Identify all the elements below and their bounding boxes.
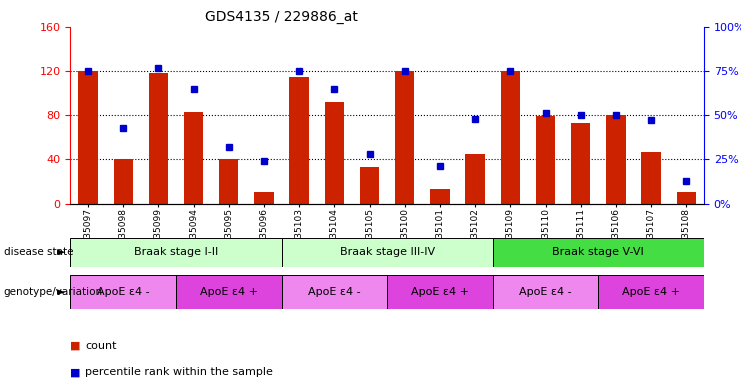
Bar bbox=[290, 76, 309, 204]
Text: ■: ■ bbox=[70, 367, 81, 377]
Bar bbox=[501, 71, 520, 204]
Bar bbox=[184, 112, 203, 204]
Bar bbox=[149, 73, 168, 204]
Bar bbox=[677, 192, 696, 204]
Text: Braak stage V-VI: Braak stage V-VI bbox=[553, 247, 644, 258]
Text: genotype/variation: genotype/variation bbox=[4, 287, 103, 297]
Bar bbox=[325, 102, 344, 204]
Text: percentile rank within the sample: percentile rank within the sample bbox=[85, 367, 273, 377]
Text: disease state: disease state bbox=[4, 247, 73, 258]
Bar bbox=[360, 167, 379, 204]
Text: ApoE ε4 -: ApoE ε4 - bbox=[97, 287, 150, 297]
Text: ApoE ε4 -: ApoE ε4 - bbox=[519, 287, 572, 297]
Bar bbox=[254, 192, 273, 204]
Bar bbox=[395, 71, 414, 204]
Bar bbox=[493, 238, 704, 267]
Text: ApoE ε4 +: ApoE ε4 + bbox=[200, 287, 258, 297]
Bar bbox=[606, 115, 625, 204]
Bar bbox=[176, 275, 282, 309]
Bar bbox=[219, 159, 239, 204]
Bar bbox=[70, 238, 282, 267]
Bar bbox=[79, 71, 98, 204]
Bar bbox=[282, 275, 387, 309]
Bar bbox=[642, 152, 661, 204]
Text: ApoE ε4 +: ApoE ε4 + bbox=[411, 287, 469, 297]
Text: Braak stage III-IV: Braak stage III-IV bbox=[339, 247, 435, 258]
Bar bbox=[387, 275, 493, 309]
Text: count: count bbox=[85, 341, 117, 351]
Text: ►: ► bbox=[57, 247, 65, 258]
Text: ApoE ε4 -: ApoE ε4 - bbox=[308, 287, 361, 297]
Text: Braak stage I-II: Braak stage I-II bbox=[134, 247, 218, 258]
Bar bbox=[431, 189, 450, 204]
Bar bbox=[465, 154, 485, 204]
Bar bbox=[598, 275, 704, 309]
Bar bbox=[571, 123, 591, 204]
Text: ApoE ε4 +: ApoE ε4 + bbox=[622, 287, 680, 297]
Text: GDS4135 / 229886_at: GDS4135 / 229886_at bbox=[205, 10, 358, 23]
Bar bbox=[113, 159, 133, 204]
Bar bbox=[536, 116, 555, 204]
Text: ■: ■ bbox=[70, 341, 81, 351]
Bar bbox=[493, 275, 598, 309]
Bar bbox=[70, 275, 176, 309]
Bar bbox=[282, 238, 493, 267]
Text: ►: ► bbox=[57, 287, 65, 297]
